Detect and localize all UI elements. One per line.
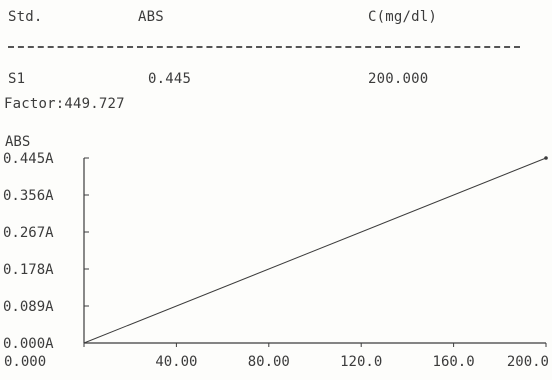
y-tick-label: 0.089A bbox=[3, 299, 54, 315]
row-concentration: 200.000 bbox=[368, 71, 429, 87]
header-abs: ABS bbox=[138, 9, 164, 25]
x-tick-label: 80.00 bbox=[248, 354, 290, 370]
data-point bbox=[544, 156, 548, 160]
x-tick-label: 0.000 bbox=[4, 354, 46, 370]
calibration-line bbox=[83, 157, 547, 344]
y-axis-title: ABS bbox=[5, 134, 30, 150]
header-std: Std. bbox=[8, 9, 43, 25]
y-tick-label: 0.356A bbox=[3, 188, 54, 204]
x-tick-label: 40.00 bbox=[155, 354, 197, 370]
y-tick-label: 0.267A bbox=[3, 225, 54, 241]
y-tick-label: 0.178A bbox=[3, 262, 54, 278]
row-abs: 0.445 bbox=[148, 71, 192, 87]
x-tick-label: 200.0 bbox=[507, 354, 549, 370]
x-tick-label: 160.0 bbox=[433, 354, 475, 370]
y-tick-label: 0.445A bbox=[3, 151, 54, 167]
header-concentration: C(mg/dl) bbox=[368, 9, 438, 25]
dashed-divider bbox=[8, 46, 520, 48]
row-std: S1 bbox=[8, 71, 26, 87]
factor-label: Factor:449.727 bbox=[4, 96, 125, 112]
y-tick-label: 0.000A bbox=[3, 336, 54, 352]
x-tick-label: 120.0 bbox=[340, 354, 382, 370]
